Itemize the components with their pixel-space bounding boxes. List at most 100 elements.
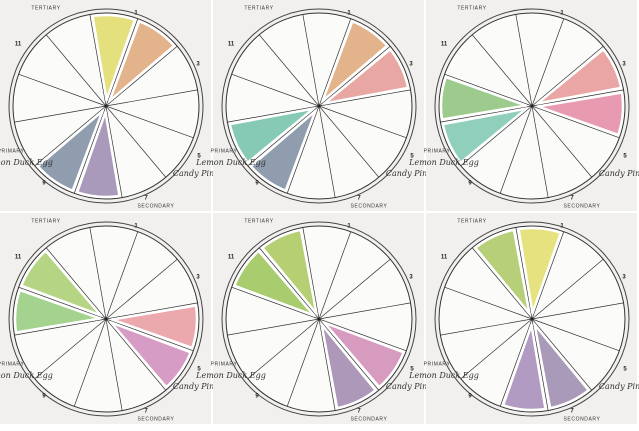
wheel-label: TERTIARY <box>244 218 273 224</box>
segment-line <box>89 227 107 320</box>
wheel-label: 3 <box>196 62 200 68</box>
center-dot <box>104 104 108 108</box>
segment-line <box>105 318 194 352</box>
segment-line <box>531 105 593 178</box>
segment-line <box>531 231 565 320</box>
wheel-label: TERTIARY <box>31 218 60 224</box>
wheel-outer <box>434 8 630 204</box>
wheel-label: 7 <box>144 196 148 202</box>
segment-line <box>18 286 107 320</box>
segment-line <box>499 318 533 407</box>
painted-wedge <box>320 323 377 410</box>
center-dot <box>104 317 108 321</box>
segment-line <box>34 318 107 380</box>
painted-wedge <box>533 323 590 410</box>
center-dot <box>530 317 534 321</box>
center-dot <box>317 104 321 108</box>
segment-line <box>258 247 320 320</box>
painted-wedge <box>501 323 547 412</box>
wheel-label: SECONDARY <box>351 416 388 422</box>
wheel-outer <box>8 8 204 204</box>
wheel-label: 9 <box>42 394 46 400</box>
segment-line <box>318 318 407 352</box>
photo-panel: TERTIARY 1 3 5 7 9 11 PRIMARY SECONDARY Candy Pin… <box>408 0 639 211</box>
segment-line <box>515 14 533 107</box>
painted-wedge <box>109 321 192 389</box>
segment-line <box>440 318 533 336</box>
wheel-label: 1 <box>560 11 564 17</box>
segment-line <box>45 34 107 107</box>
wheel-label: 7 <box>357 409 361 415</box>
wheel-label: 1 <box>134 224 138 230</box>
wheel-label: 5 <box>197 367 201 373</box>
center-dot <box>530 104 534 108</box>
segment-line <box>460 318 533 380</box>
segment-line <box>444 286 533 320</box>
segment-line <box>318 18 352 107</box>
segment-line <box>318 302 411 320</box>
segment-line <box>73 105 107 194</box>
segment-line <box>531 105 549 198</box>
wheel-label: TERTIARY <box>244 5 273 11</box>
wheel-label: 5 <box>410 367 414 373</box>
segment-line <box>531 302 624 320</box>
wheel-label: 11 <box>15 42 22 48</box>
segment-line <box>258 34 320 107</box>
segment-line <box>515 227 533 320</box>
wheel-outer <box>8 221 204 417</box>
photo-panel: TERTIARY 1 3 5 7 9 11 PRIMARY SECONDARY Candy Pin… <box>408 213 639 424</box>
segment-line <box>531 318 549 411</box>
painted-wedge <box>110 304 199 350</box>
segment-line <box>14 105 107 123</box>
wheel-label: 7 <box>570 409 574 415</box>
wheel-label: 3 <box>622 275 626 281</box>
wheel-label: Candy Pink <box>599 382 639 391</box>
wheel-label: PRIMARY <box>211 361 238 367</box>
wheel-label: 9 <box>255 394 259 400</box>
segment-line <box>318 89 411 107</box>
segment-line <box>105 318 167 391</box>
wheel-label: 7 <box>144 409 148 415</box>
wheel-label: Candy Pink <box>599 169 639 178</box>
painted-wedge <box>517 226 563 315</box>
segment-line <box>247 105 320 167</box>
segment-line <box>105 105 194 139</box>
wheel-label: Lemon Duck Egg <box>195 371 266 380</box>
segment-line <box>105 45 178 107</box>
wheel-label: Candy Pink <box>386 169 432 178</box>
segment-line <box>318 258 391 320</box>
segment-line <box>471 34 533 107</box>
wheel-label: Candy Pink <box>173 382 219 391</box>
wheel-label: PRIMARY <box>424 361 451 367</box>
wheel-label: SECONDARY <box>564 203 601 209</box>
wheel-label: 5 <box>197 154 201 160</box>
segment-line <box>89 14 107 107</box>
wheel-label: 5 <box>623 367 627 373</box>
wheel-label: Lemon Duck Egg <box>0 371 53 380</box>
segment-line <box>247 318 320 380</box>
segment-line <box>531 258 604 320</box>
painted-wedge <box>36 109 104 192</box>
wheel-label: 11 <box>441 42 448 48</box>
segment-line <box>318 45 391 107</box>
wheel-label: SECONDARY <box>138 416 175 422</box>
wheel-label: Lemon Duck Egg <box>195 158 266 167</box>
wheel-label: 1 <box>134 11 138 17</box>
segment-line <box>34 105 107 167</box>
segment-line <box>105 105 167 178</box>
segment-line <box>318 318 380 391</box>
painted-wedge <box>441 107 528 164</box>
segment-line <box>302 227 320 320</box>
wheel-label: SECONDARY <box>564 416 601 422</box>
segment-line <box>105 18 139 107</box>
wheel-label: 11 <box>441 255 448 261</box>
wheel-label: 1 <box>560 224 564 230</box>
photo-panel: TERTIARY 1 3 5 7 9 11 PRIMARY SECONDARY Candy Pin… <box>195 0 432 211</box>
wheel-label: Candy Pink <box>173 169 219 178</box>
wheel-label: 1 <box>347 11 351 17</box>
wheel-label: PRIMARY <box>424 148 451 154</box>
wheel-label: PRIMARY <box>0 148 25 154</box>
segment-line <box>105 105 123 198</box>
painted-wedge <box>13 288 102 334</box>
